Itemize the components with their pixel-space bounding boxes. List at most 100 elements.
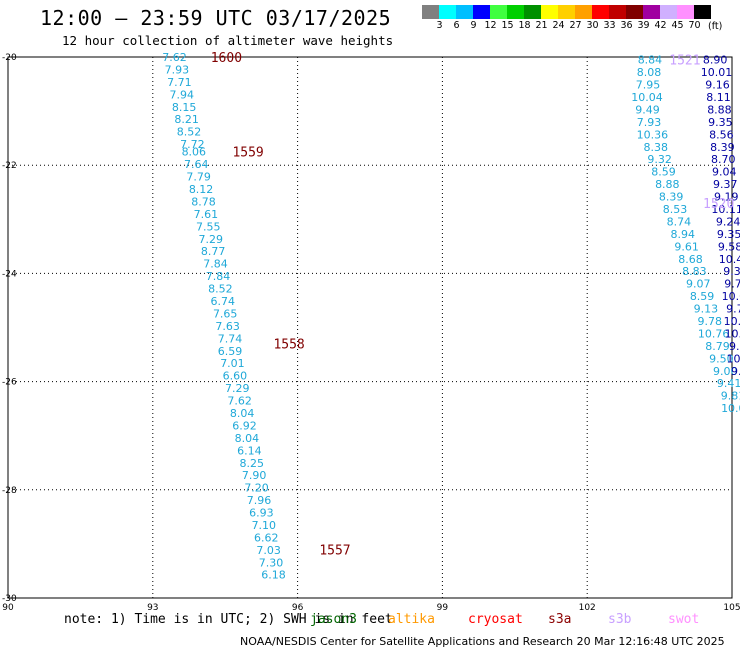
- wave-height-label: 8.25: [239, 457, 264, 470]
- wave-height-label: 10.00: [721, 402, 740, 415]
- wave-height-label: 9.49: [635, 103, 660, 116]
- wave-height-label: 10.01: [701, 66, 733, 79]
- wave-height-label: 7.55: [196, 220, 221, 233]
- lat-tick-label: -24: [2, 269, 17, 279]
- wave-height-label: 8.88: [655, 178, 680, 191]
- map-frame: [7, 56, 733, 599]
- wave-height-label: 7.03: [256, 544, 281, 557]
- wave-height-label: 10.4: [724, 315, 740, 328]
- wave-height-label: 6.62: [254, 531, 279, 544]
- wave-height-label: 7.64: [184, 158, 209, 171]
- color-swatch: [422, 5, 439, 19]
- wave-height-label: 8.56: [709, 128, 734, 141]
- wave-height-label: 8.04: [235, 432, 260, 445]
- color-scale-label: 27: [569, 20, 582, 31]
- lat-tick-label: -20: [2, 53, 17, 63]
- wave-height-label: 9.35: [708, 116, 733, 129]
- map-subtitle: 12 hour collection of altimeter wave hei…: [62, 33, 394, 48]
- legend-item-cryosat: cryosat: [468, 612, 523, 627]
- color-swatch: [558, 5, 575, 19]
- wave-height-label: 9.13: [694, 303, 719, 316]
- wave-height-label: 7.20: [244, 482, 269, 495]
- wave-height-label: 6.93: [249, 507, 274, 520]
- wave-height-label: 8.59: [690, 290, 715, 303]
- wave-height-label: 9.37: [713, 178, 738, 191]
- wave-height-label: 8.79: [705, 340, 730, 353]
- color-scale-label: 70: [688, 20, 701, 31]
- color-swatch: [575, 5, 592, 19]
- color-swatch: [456, 5, 473, 19]
- color-scale-label: 39: [637, 20, 650, 31]
- wave-height-label: 7.62: [227, 395, 252, 408]
- color-scale-legend: 3 6 9 12 15 18 21 24 27 30 33 36 39 42 45 70 (ft): [422, 5, 722, 32]
- wave-height-label: 8.78: [191, 195, 216, 208]
- lon-tick-label: 90: [2, 603, 14, 613]
- wave-height-label: 9.35: [717, 228, 740, 241]
- color-scale-label: 6: [453, 20, 460, 31]
- wave-height-label: 8.68: [678, 253, 703, 266]
- wave-height-label: 8.70: [711, 153, 736, 166]
- wave-height-label: 6.60: [223, 370, 248, 383]
- wave-height-label: 9.19: [714, 191, 739, 204]
- wave-height-label: 10.36: [637, 128, 669, 141]
- legend-item-s3a: s3a: [548, 612, 572, 627]
- wave-height-label: 7.72: [180, 138, 205, 151]
- wave-height-label: 10.6: [722, 290, 740, 303]
- wave-height-label: 9.07: [686, 278, 711, 291]
- pass-time-label: 1559: [232, 146, 263, 161]
- wave-height-label: 8.38: [643, 141, 668, 154]
- wave-height-label: 7.79: [186, 171, 211, 184]
- wave-height-label: 8.04: [230, 407, 255, 420]
- wave-height-label: 9.7: [731, 365, 740, 378]
- wave-height-label: 9.61: [674, 240, 699, 253]
- wave-height-label: 7.90: [242, 469, 267, 482]
- color-scale-label: 36: [620, 20, 633, 31]
- wave-height-label: 9.50: [709, 352, 734, 365]
- wave-height-label: 8.84: [638, 54, 663, 67]
- wave-height-label: 10.4: [725, 327, 740, 340]
- wave-height-label: 7.96: [247, 494, 272, 507]
- wave-height-label: 8.74: [667, 215, 692, 228]
- lon-tick-label: 105: [723, 603, 740, 613]
- color-scale-label: 45: [671, 20, 684, 31]
- wave-height-label: 8.08: [637, 66, 662, 79]
- wave-height-label: 10.76: [698, 327, 730, 340]
- note-text: note: 1) Time is in UTC; 2) SWH is in fe…: [64, 612, 393, 627]
- wave-height-label: 7.74: [218, 332, 243, 345]
- wave-height-label: 8.39: [659, 191, 684, 204]
- lon-tick-label: 102: [579, 603, 596, 613]
- wave-height-label: 8.52: [177, 126, 202, 139]
- color-swatch: [490, 5, 507, 19]
- lat-tick-label: -22: [2, 161, 17, 171]
- pass-time-label: 1558: [273, 338, 304, 353]
- color-swatch: [626, 5, 643, 19]
- lat-tick-label: -30: [2, 594, 17, 604]
- legend-item-altika: altika: [388, 612, 435, 627]
- wave-height-label: 10.11: [711, 203, 740, 216]
- wave-height-label: 8.52: [208, 283, 233, 296]
- wave-height-label: 9.24: [716, 215, 740, 228]
- legend-item-swot: swot: [668, 612, 700, 627]
- wave-height-label: 7.10: [252, 519, 277, 532]
- color-swatch: [507, 5, 524, 19]
- color-scale-unit: (ft): [708, 21, 723, 32]
- color-swatch: [609, 5, 626, 19]
- color-swatch: [524, 5, 541, 19]
- color-scale-label: 42: [654, 20, 667, 31]
- wave-height-label: 7.29: [225, 382, 250, 395]
- color-swatch: [473, 5, 490, 19]
- wave-height-label: 9.32: [647, 153, 672, 166]
- wave-height-label: 8.12: [189, 183, 214, 196]
- wave-height-label: 9.58: [718, 240, 740, 253]
- wave-height-label: 8.83: [682, 265, 707, 278]
- color-swatch: [541, 5, 558, 19]
- wave-height-label: 8.77: [201, 245, 226, 258]
- lon-tick-label: 93: [147, 603, 158, 613]
- wave-height-label: 10.04: [631, 91, 663, 104]
- color-scale-label: 30: [586, 20, 599, 31]
- wave-height-label: 6.59: [218, 345, 243, 358]
- wave-height-label: 7.84: [203, 258, 228, 271]
- color-scale-label: 12: [484, 20, 497, 31]
